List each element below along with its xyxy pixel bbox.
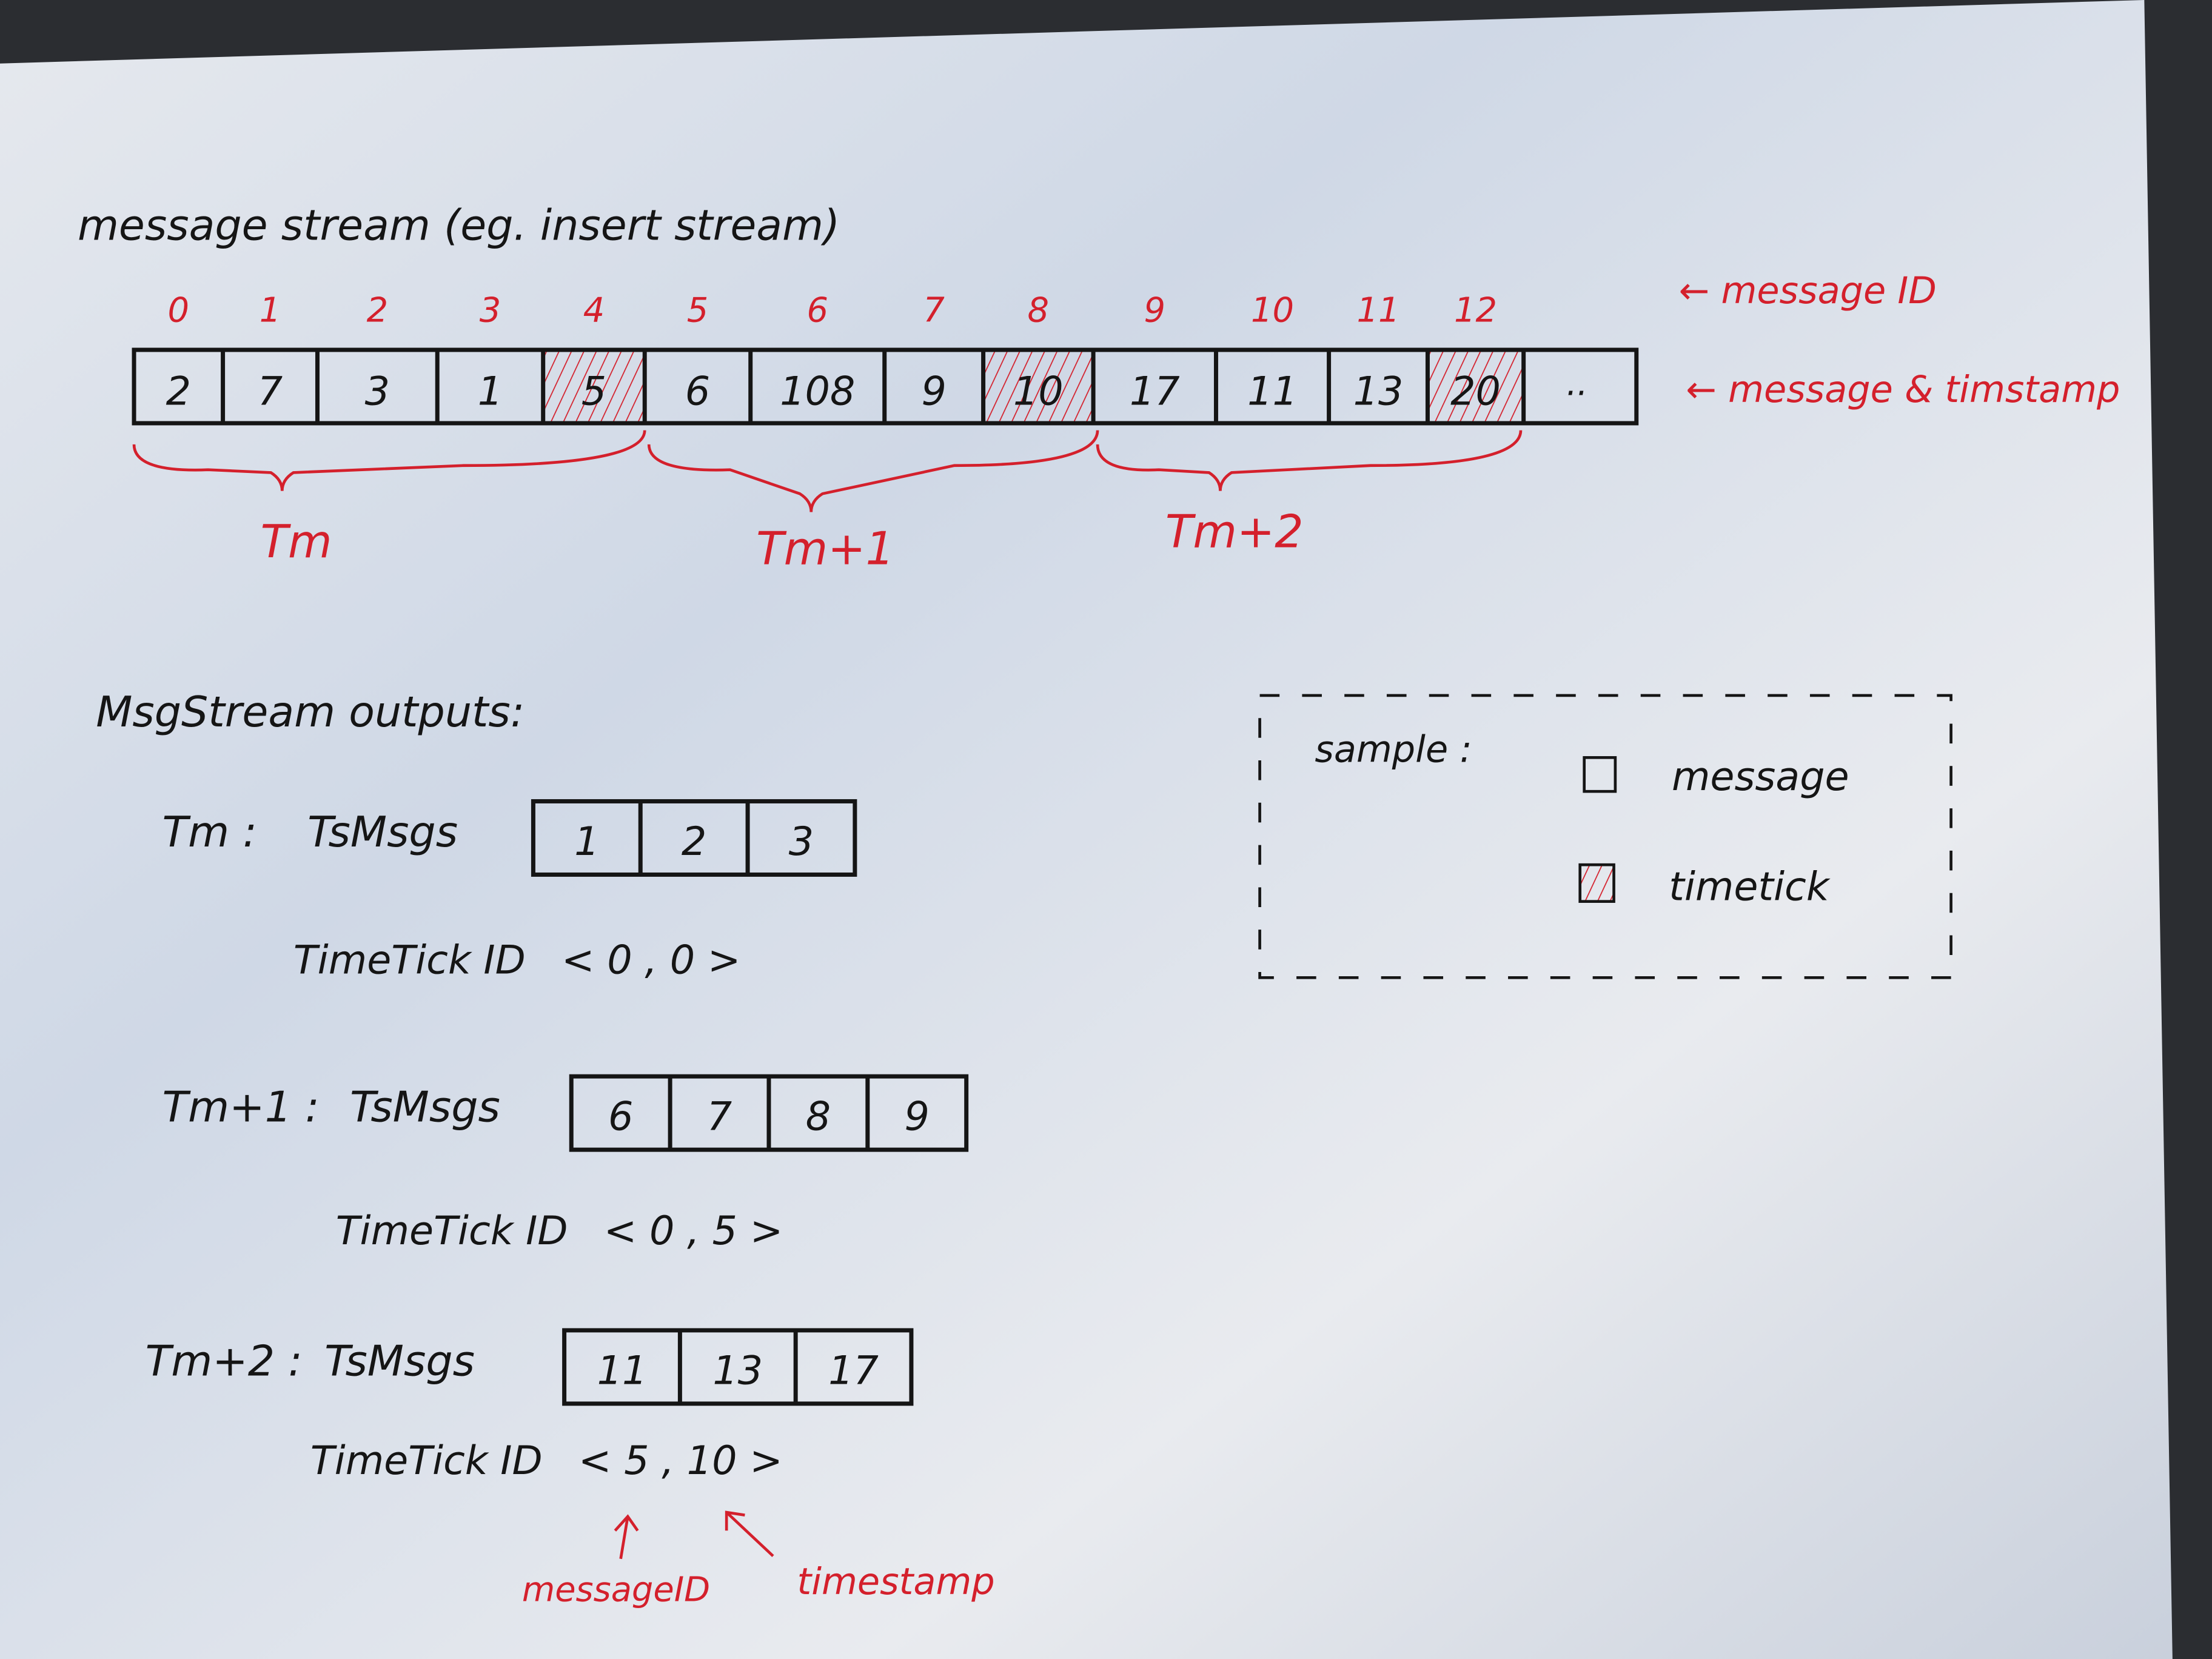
message-cell: 32 <box>365 290 390 414</box>
interval-label: Tm+2 <box>1165 506 1304 558</box>
hatch-fill <box>543 349 645 423</box>
tsmsgs-box <box>562 1328 914 1406</box>
tsmsg-value: 2 <box>682 819 706 865</box>
tsmsg-value: 11 <box>597 1348 648 1393</box>
output-group: Tm : TsMsgs 1 2 3 TimeTick ID < 0 , 0 > <box>163 799 857 983</box>
message-timestamp-annotation: ← message & timstamp <box>1686 369 2120 411</box>
message-id: 9 <box>1144 290 1165 330</box>
message-id: 10 <box>1251 290 1294 330</box>
message-id: 7 <box>923 290 945 330</box>
message-cell: 97 <box>921 290 946 414</box>
timetick-id-label: TimeTick ID <box>310 1438 543 1484</box>
arrow-up-icon <box>614 1514 639 1560</box>
message-cell: 13 <box>478 290 503 414</box>
message-id: 8 <box>1028 290 1050 330</box>
cell-value: 13 <box>1353 369 1404 415</box>
legend-label-timetick: timetick <box>1669 864 1831 910</box>
tsmsgs-label: TsMsgs <box>350 1083 500 1132</box>
message-cell: 11 10 <box>1247 290 1298 414</box>
message-cell: 71 <box>258 290 283 414</box>
output-group: Tm+1 : TsMsgs 6 7 8 9 TimeTick ID < 0 , 5 > <box>163 1074 969 1254</box>
cell-value: 20 <box>1450 369 1501 415</box>
timetick-cell: 10 8 <box>983 290 1094 423</box>
timetick-id-value: < 0 , 0 > <box>561 937 741 983</box>
tsmsg-value: 3 <box>789 819 814 865</box>
cell-value: 6 <box>685 369 710 415</box>
tsmsg-value: 7 <box>707 1094 732 1140</box>
timestamp-label: timestamp <box>797 1561 994 1603</box>
message-id: 3 <box>480 290 501 330</box>
timetick-id-value: < 0 , 5 > <box>604 1208 783 1254</box>
cell-value: 7 <box>258 369 283 415</box>
message-cell: 108 6 <box>780 290 855 414</box>
timetick-id-label: TimeTick ID <box>336 1208 568 1254</box>
message-id: 0 <box>168 290 190 330</box>
interval-brace <box>1096 430 1523 491</box>
cell-value: 10 <box>1013 369 1064 415</box>
tsmsg-value: 17 <box>828 1348 879 1393</box>
message-id-annotation: ← message ID <box>1679 270 1937 312</box>
cell-value: 3 <box>365 369 390 415</box>
cell-value: 17 <box>1130 369 1180 415</box>
group-name: Tm+1 : <box>163 1083 320 1132</box>
legend-title: sample : <box>1315 728 1472 771</box>
tsmsg-value: 9 <box>905 1094 930 1140</box>
message-cell: 20 <box>166 290 191 414</box>
message-id: 12 <box>1454 290 1497 330</box>
interval-label: Tm+1 <box>756 523 894 575</box>
tsmsgs-label: TsMsgs <box>307 808 458 857</box>
cell-value: 2 <box>166 369 191 415</box>
legend-label-message: message <box>1672 754 1849 800</box>
timetick-id-value: < 5 , 10 > <box>578 1438 783 1484</box>
legend: sample : message timetick <box>1258 694 1952 979</box>
tsmsg-value: 8 <box>806 1094 831 1140</box>
message-id: 2 <box>367 290 389 330</box>
arrow-up-left-icon <box>725 1510 774 1557</box>
time-intervals: Tm Tm+1 Tm+2 <box>132 430 1523 575</box>
timetick-id-label: TimeTick ID <box>293 937 526 983</box>
timetick-swatch-icon <box>1578 863 1615 903</box>
tsmsg-value: 6 <box>608 1094 633 1140</box>
hatch-fill <box>983 349 1094 423</box>
message-id: 1 <box>260 290 281 330</box>
timetick-cell: 54 <box>543 290 645 423</box>
tsmsg-value: 1 <box>574 819 599 865</box>
group-name: Tm : <box>163 808 257 857</box>
interval-label: Tm <box>261 515 332 568</box>
message-cell: 13 11 <box>1353 290 1404 414</box>
message-id: 6 <box>806 290 828 330</box>
cell-value: 1 <box>478 369 503 415</box>
message-id-annotation-text: message ID <box>1721 270 1936 312</box>
message-id: 5 <box>687 290 709 330</box>
outputs-heading: MsgStream outputs: <box>96 688 525 737</box>
interval-brace <box>132 430 646 491</box>
message-id-label: messageID <box>522 1570 710 1610</box>
message-cell: 65 <box>685 290 710 414</box>
message-swatch-icon <box>1583 756 1617 793</box>
message-timestamp-annotation-text: message & timstamp <box>1728 369 2120 411</box>
tsmsg-value: 13 <box>712 1348 763 1393</box>
message-id: 11 <box>1356 290 1399 330</box>
hatch-fill <box>1427 349 1524 423</box>
diagram-title: message stream (eg. insert stream) <box>78 201 840 250</box>
output-group: Tm+2 : TsMsgs 11 13 17 TimeTick ID < 5 , 10 > <box>146 1328 914 1484</box>
message-id: 4 <box>583 290 605 330</box>
timetick-id-annotations: messageID timestamp <box>522 1510 995 1610</box>
cell-value: 9 <box>921 369 946 415</box>
tsmsgs-label: TsMsgs <box>324 1336 475 1386</box>
tsmsgs-box <box>531 799 857 877</box>
message-cell: 17 9 <box>1130 290 1180 414</box>
group-name: Tm+2 : <box>146 1336 303 1386</box>
cell-value: 5 <box>581 369 606 415</box>
interval-brace <box>647 430 1099 512</box>
cell-value: 11 <box>1247 369 1298 415</box>
cell-value: 108 <box>780 369 855 415</box>
legend-border <box>1258 694 1952 979</box>
ellipsis: .. <box>1566 364 1588 403</box>
